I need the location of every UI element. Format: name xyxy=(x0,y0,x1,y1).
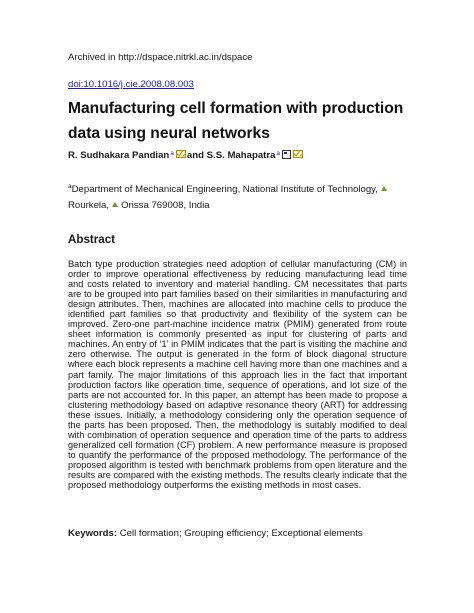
keywords-line: Keywords: Cell formation; Grouping effic… xyxy=(68,528,363,539)
affiliation-city: Rourkela, xyxy=(68,200,110,211)
author-2-affiliation-sup[interactable]: a xyxy=(276,150,281,157)
doi-link[interactable]: doi:10.1016/j.cie.2008.08.003 xyxy=(68,79,194,90)
email-icon[interactable] xyxy=(175,150,186,158)
abstract-heading: Abstract xyxy=(68,233,116,246)
abstract-body: Batch type production strategies need ad… xyxy=(68,259,407,491)
affiliation-sup: a xyxy=(68,183,72,190)
phone-icon[interactable] xyxy=(282,150,292,159)
affiliation-line-1: aDepartment of Mechanical Engineering, N… xyxy=(68,183,390,195)
author-1-name[interactable]: R. Sudhakara Pandian xyxy=(68,150,170,161)
keywords-label: Keywords: xyxy=(68,528,118,539)
email-icon[interactable] xyxy=(293,150,304,158)
affiliation-region: Orissa 769008, India xyxy=(121,200,210,211)
archive-notice: Archived in http://dspace.nitrkl.ac.in/d… xyxy=(68,52,253,63)
author-line: R. Sudhakara Pandian a and S.S. Mahapatr… xyxy=(68,150,304,161)
paper-title: Manufacturing cell formation with produc… xyxy=(68,100,404,142)
keywords-value: Cell formation; Grouping efficiency; Exc… xyxy=(119,528,363,539)
author-connector[interactable]: and S.S. Mahapatra xyxy=(186,150,276,161)
author-1-affiliation-sup[interactable]: a xyxy=(170,150,174,157)
affiliation-text: Department of Mechanical Engineering, Na… xyxy=(71,184,378,195)
location-arrow-icon[interactable] xyxy=(112,202,119,207)
location-arrow-icon[interactable] xyxy=(380,186,387,191)
affiliation-line-2: Rourkela, Orissa 769008, India xyxy=(68,200,210,211)
